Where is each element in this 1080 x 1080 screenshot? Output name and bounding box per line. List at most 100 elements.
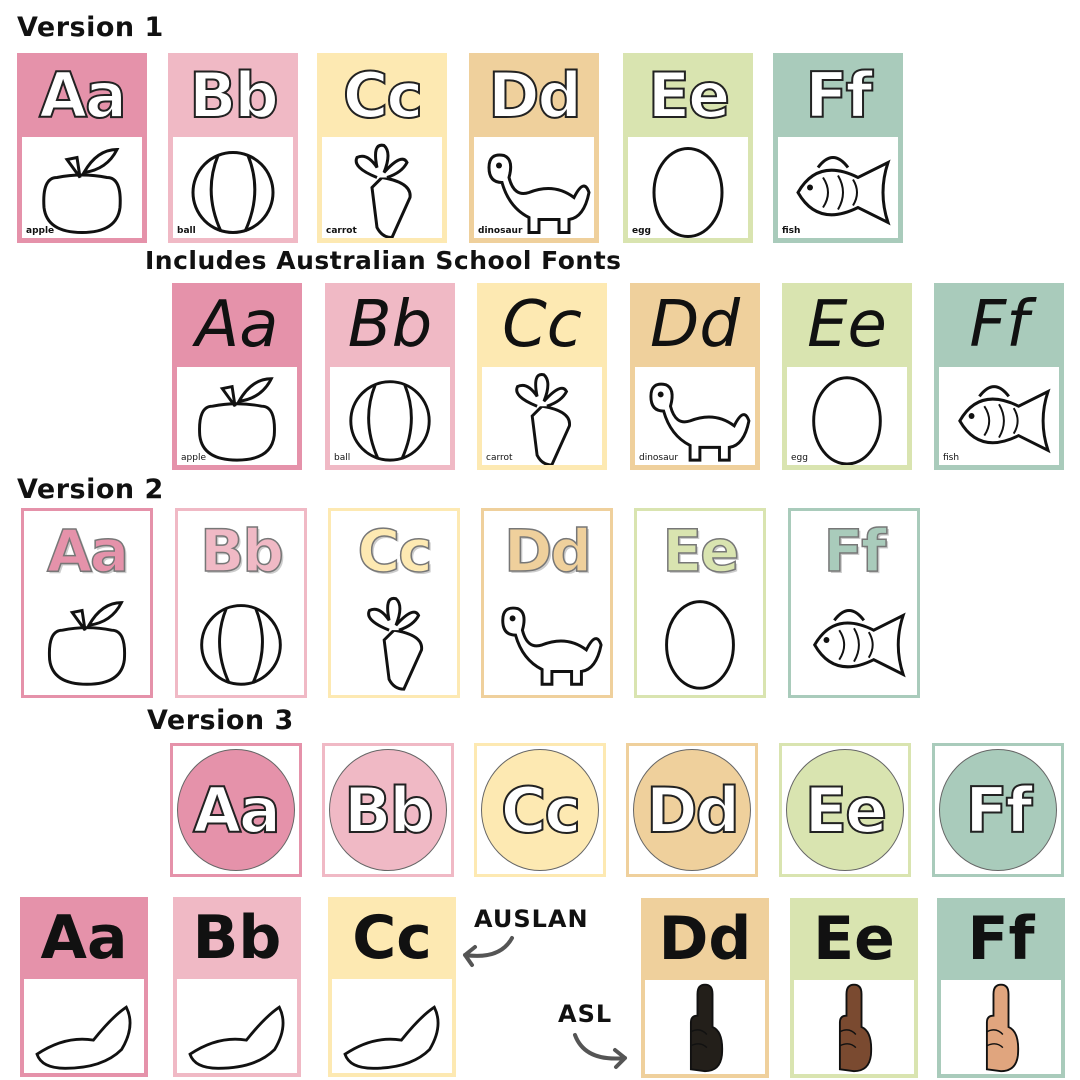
carrot-icon <box>515 373 571 467</box>
card-picture: carrot <box>322 137 442 240</box>
card-v2-carrot: Cc <box>328 508 460 698</box>
card-v3-egg: Ee <box>779 743 911 877</box>
card-letter-circle: Bb <box>329 749 447 871</box>
auslan-hand-sign-icon <box>343 1005 440 1070</box>
card-word: fish <box>943 453 960 463</box>
card-v3-ball: Bb <box>322 743 454 877</box>
card-picture <box>24 979 144 1073</box>
school-fonts-title: Includes Australian School Fonts <box>145 246 622 275</box>
asl-hand-sign-icon <box>838 983 873 1073</box>
card-letter: Ff <box>969 288 1029 362</box>
card-letter: Bb <box>199 516 284 586</box>
card-letter: Cc <box>357 516 433 586</box>
card-picture: egg <box>628 137 748 238</box>
card-v2-ball: Bb <box>175 508 307 698</box>
card-picture: dinosaur <box>635 367 755 465</box>
ball-icon <box>200 604 282 686</box>
card-word: apple <box>181 453 206 463</box>
card-letter: Dd <box>503 516 592 586</box>
card-sign-carrot: Cc <box>328 897 456 1077</box>
fish-icon <box>812 609 906 678</box>
card-picture <box>177 979 297 1073</box>
card-v3-apple: Aa <box>170 743 302 877</box>
card-letter-circle: Ff <box>939 749 1057 871</box>
card-letter: Bb <box>347 288 433 362</box>
card-letter: Bb <box>188 58 280 133</box>
asl-arrow-icon <box>573 1033 627 1069</box>
dinosaur-icon <box>487 153 591 234</box>
card-letter: Aa <box>40 903 128 973</box>
ball-icon <box>349 380 431 462</box>
card-letter: Dd <box>658 904 752 974</box>
card-letter: Ff <box>967 904 1035 974</box>
card-letter: Dd <box>650 288 740 362</box>
egg-icon <box>812 376 882 466</box>
card-picture: carrot <box>482 367 602 467</box>
card-sign-egg: Ee <box>790 898 918 1078</box>
card-letter: Aa <box>46 516 130 586</box>
card-sign-dinosaur: Dd <box>641 898 769 1078</box>
dinosaur-icon <box>501 606 603 686</box>
card-letter-circle: Ee <box>786 749 904 871</box>
version-3-title: Version 3 <box>147 705 294 736</box>
card-school-font-ball: Bb ball <box>325 283 455 470</box>
card-v3-carrot: Cc <box>474 743 606 877</box>
card-picture <box>941 980 1061 1074</box>
apple-icon <box>47 601 127 686</box>
card-picture: fish <box>939 367 1059 465</box>
card-picture <box>794 980 914 1074</box>
card-word: egg <box>632 226 651 236</box>
auslan-hand-sign-icon <box>35 1005 132 1070</box>
card-v1-fish: Ff fish <box>773 53 903 243</box>
card-letter: Aa <box>195 288 279 362</box>
card-sign-apple: Aa <box>20 897 148 1077</box>
card-letter: Ff <box>804 58 873 133</box>
asl-hand-sign-icon <box>689 983 724 1073</box>
card-picture <box>335 589 453 691</box>
card-v2-fish: Ff <box>788 508 920 698</box>
card-letter: Cc <box>342 58 424 133</box>
carrot-icon <box>367 596 424 691</box>
apple-icon <box>42 147 122 235</box>
card-picture: dinosaur <box>474 137 594 238</box>
fish-icon <box>796 156 891 226</box>
card-word: ball <box>334 453 351 463</box>
card-letter-circle: Dd <box>633 749 751 871</box>
card-v3-fish: Ff <box>932 743 1064 877</box>
card-word: dinosaur <box>639 453 679 463</box>
card-word: dinosaur <box>478 226 523 236</box>
card-v1-ball: Bb ball <box>168 53 298 243</box>
card-picture: ball <box>173 137 293 238</box>
card-v1-apple: Aa apple <box>17 53 147 243</box>
card-word: fish <box>782 226 801 236</box>
card-picture: apple <box>22 137 142 238</box>
card-picture <box>641 589 759 691</box>
asl-hand-sign-icon <box>985 983 1020 1073</box>
card-picture <box>182 589 300 691</box>
card-picture <box>28 589 146 691</box>
card-sign-fish: Ff <box>937 898 1065 1078</box>
fish-icon <box>958 385 1051 454</box>
card-v2-egg: Ee <box>634 508 766 698</box>
version-2-title: Version 2 <box>17 474 164 505</box>
card-v1-dinosaur: Dd dinosaur <box>469 53 599 243</box>
card-word: carrot <box>326 226 357 236</box>
egg-icon <box>665 600 735 690</box>
card-letter-circle: Cc <box>481 749 599 871</box>
auslan-label: AUSLAN <box>474 905 589 933</box>
card-letter: Ff <box>823 516 887 586</box>
asl-label: ASL <box>558 1000 613 1028</box>
card-v2-apple: Aa <box>21 508 153 698</box>
egg-icon <box>652 147 724 238</box>
card-letter: Ee <box>662 516 740 586</box>
card-v1-carrot: Cc carrot <box>317 53 447 243</box>
ball-icon <box>191 151 275 234</box>
card-picture <box>332 979 452 1073</box>
card-picture <box>488 589 606 691</box>
card-letter: Cc <box>502 288 582 362</box>
card-letter: Bb <box>192 903 282 973</box>
auslan-hand-sign-icon <box>188 1005 285 1070</box>
card-school-font-dinosaur: Dd dinosaur <box>630 283 760 470</box>
card-picture <box>795 589 913 691</box>
auslan-arrow-icon <box>463 936 514 967</box>
